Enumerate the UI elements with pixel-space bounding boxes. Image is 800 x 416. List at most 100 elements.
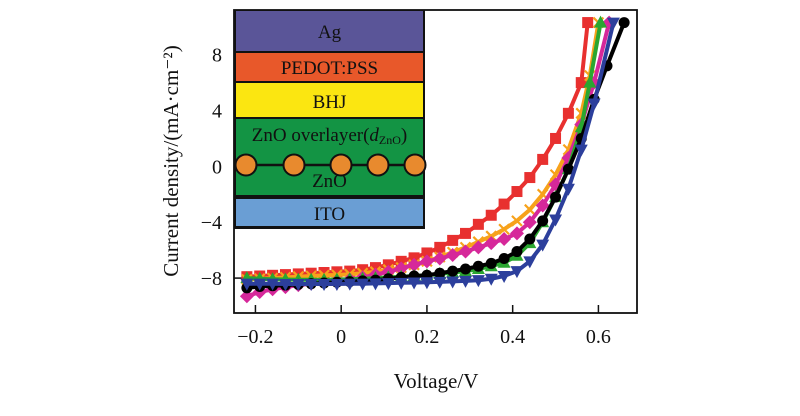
data-point [606, 17, 620, 30]
data-point [562, 107, 574, 119]
data-point [317, 278, 331, 291]
data-point [575, 77, 587, 89]
zno-nanoparticle [366, 153, 390, 177]
layer-ag [236, 11, 423, 51]
data-point [471, 275, 485, 288]
data-point [498, 223, 510, 235]
data-point [485, 209, 497, 221]
data-point [535, 198, 550, 213]
x-axis-title: Voltage/V [394, 369, 479, 393]
data-point [549, 214, 563, 227]
data-point [343, 278, 357, 291]
data-point [583, 75, 597, 88]
data-point [523, 256, 537, 269]
data-point [445, 248, 460, 263]
data-point [447, 265, 459, 277]
x-tick-label: 0 [336, 326, 346, 348]
zno-nanoparticle [403, 153, 427, 177]
data-point [407, 277, 421, 290]
series-blue-triangle-down [240, 17, 620, 291]
data-point [460, 263, 472, 275]
x-tick-label: 0.4 [500, 326, 525, 348]
y-axis-title: Current density/(mA·cm⁻²) [159, 45, 183, 276]
data-point [497, 231, 512, 246]
data-point [447, 234, 459, 246]
data-point [472, 218, 484, 230]
data-point [240, 278, 254, 291]
layer-label: ZnO overlayer(dZnO) [252, 125, 407, 147]
layer-label: ZnO [312, 171, 347, 192]
x-tick-label: −0.2 [237, 326, 273, 348]
data-point [357, 264, 369, 276]
data-point [484, 273, 498, 286]
data-point [582, 17, 594, 29]
y-tick-label: −8 [201, 268, 222, 290]
data-point [344, 265, 356, 277]
data-point [510, 266, 524, 279]
data-point [524, 233, 536, 245]
data-point [550, 132, 562, 144]
data-point [550, 191, 562, 203]
data-point [239, 289, 254, 304]
data-point [511, 246, 523, 258]
data-point [433, 276, 447, 289]
data-point [432, 251, 447, 266]
data-point [498, 198, 510, 210]
data-point [524, 172, 536, 184]
device-structure-inset: Ag PEDOT:PSS BHJ ZnO overlayer(dZnO) ZnO ITO [234, 10, 427, 229]
series-layer [239, 15, 630, 304]
data-point [561, 183, 575, 196]
zno-nanoparticle [234, 153, 258, 177]
x-tick-label: 0.2 [414, 326, 439, 348]
x-tick-label: 0.6 [586, 326, 611, 348]
data-point [304, 278, 318, 291]
data-point [460, 227, 472, 239]
layer-label: ITO [314, 204, 345, 225]
data-point [356, 278, 370, 291]
x-axis: −0.2 0 0.2 0.4 0.6 [237, 305, 611, 348]
y-tick-label: 8 [212, 45, 222, 67]
layer-label: BHJ [313, 92, 347, 113]
data-point [524, 203, 536, 216]
data-point [458, 244, 473, 259]
data-point [498, 253, 510, 265]
zno-nanoparticle [329, 153, 353, 177]
plot-area: −0.2 0 0.2 0.4 0.6 −8 −4 0 4 8 [201, 9, 638, 348]
data-point [394, 261, 409, 276]
data-point [587, 98, 601, 111]
data-point [446, 276, 460, 289]
data-point [381, 278, 395, 291]
data-point [434, 241, 446, 253]
data-point [253, 278, 267, 291]
layer-label: PEDOT:PSS [281, 58, 378, 79]
data-point [471, 240, 486, 255]
data-point [472, 260, 484, 272]
layer-pedot-pss [236, 53, 423, 81]
y-tick-label: 0 [212, 156, 222, 178]
layer-zno-region [236, 119, 423, 195]
data-point [266, 278, 280, 291]
data-point [291, 278, 305, 291]
y-tick-label: −4 [201, 212, 222, 234]
series-line [244, 20, 590, 279]
data-point [419, 254, 434, 269]
data-point [497, 270, 511, 283]
data-point [485, 257, 497, 269]
data-point [331, 266, 343, 278]
data-point [421, 247, 433, 259]
data-point [536, 239, 550, 252]
data-point [278, 278, 292, 291]
data-point [484, 236, 499, 251]
data-point [459, 275, 473, 288]
layer-bhj [236, 83, 423, 117]
data-point [407, 257, 422, 272]
data-point [509, 226, 524, 241]
data-point [537, 153, 549, 165]
data-point [434, 267, 446, 279]
data-point [594, 15, 608, 28]
layer-label: Ag [318, 22, 342, 43]
data-point [522, 215, 537, 230]
data-point [511, 215, 523, 227]
data-point [511, 186, 523, 198]
